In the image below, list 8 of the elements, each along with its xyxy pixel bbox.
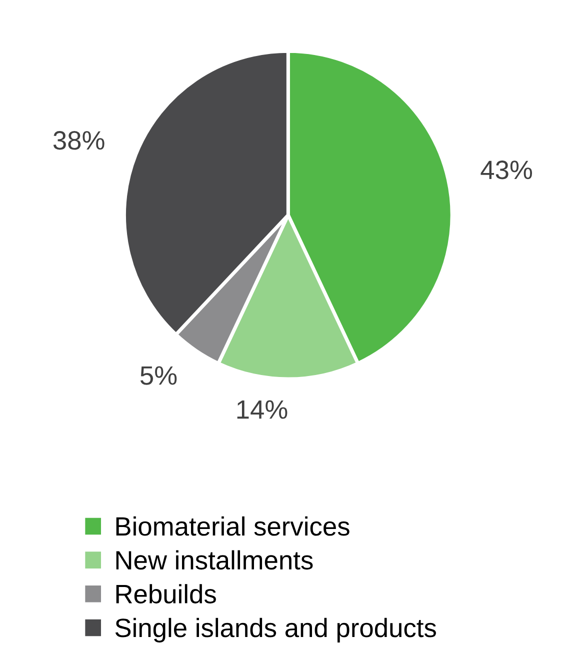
legend-label: Biomaterial services — [116, 516, 350, 536]
data-label: 38% — [53, 131, 104, 150]
data-label: 43% — [480, 160, 532, 180]
legend-label: Single islands and products — [115, 618, 436, 643]
data-label: 5% — [140, 366, 177, 385]
data-label: 14% — [237, 400, 288, 419]
legend-label: Rebuilds — [116, 584, 216, 604]
legend-label: New installments — [116, 550, 313, 570]
